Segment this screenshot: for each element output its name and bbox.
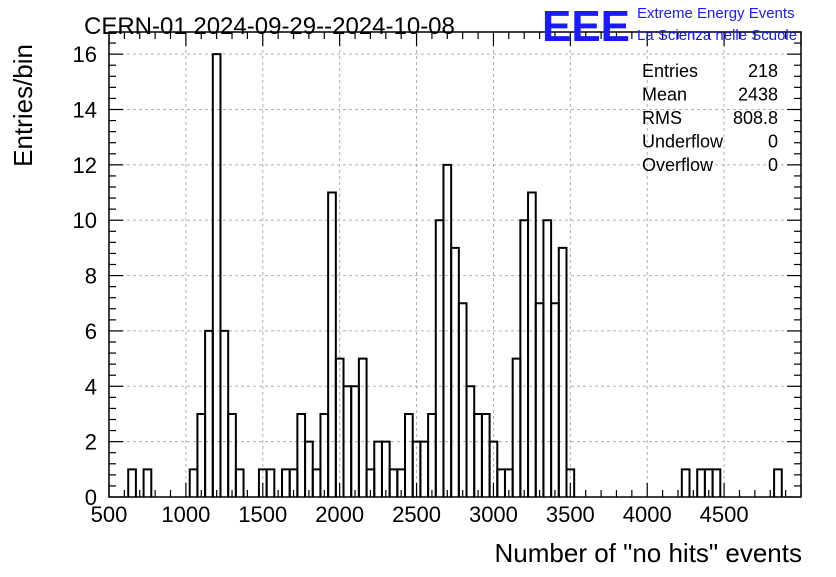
histogram-bin (534, 302, 545, 497)
histogram-bin (127, 468, 137, 497)
histogram-bin (557, 246, 568, 497)
histogram-bin (773, 468, 783, 497)
histogram-bin (227, 412, 237, 497)
histogram-bin (550, 302, 560, 497)
y-tick-label: 10 (73, 208, 97, 233)
histogram-bin (419, 440, 430, 497)
eee-logo-letters: EEE (542, 2, 630, 51)
histogram-bin (542, 219, 553, 497)
histogram-bin (404, 412, 414, 497)
histogram-bin (680, 468, 691, 497)
stats-label: RMS (642, 108, 682, 128)
histogram-bin (450, 246, 460, 497)
x-tick-label: 4000 (623, 502, 672, 527)
stats-value: 0 (768, 132, 778, 152)
y-tick-label: 6 (85, 319, 97, 344)
y-tick-label: 8 (85, 264, 97, 289)
y-axis-label: Entries/bin (8, 44, 38, 167)
histogram-bin (281, 468, 291, 497)
y-tick-label: 16 (73, 42, 97, 67)
histogram-bin (519, 219, 530, 497)
y-tick-label: 12 (73, 153, 97, 178)
histogram-bin (296, 412, 307, 497)
x-tick-label: 2000 (315, 502, 364, 527)
histogram-bin (711, 468, 722, 497)
x-tick-label: 3500 (546, 502, 595, 527)
histogram-bin (373, 440, 383, 497)
histogram-bin (473, 412, 483, 497)
logo-line-1: Extreme Energy Events (637, 5, 795, 22)
histogram-bin (388, 468, 399, 497)
stats-value: 218 (748, 61, 778, 81)
histogram-bin (696, 468, 706, 497)
histogram-bin (380, 440, 391, 497)
histogram-bin (496, 468, 506, 497)
histogram-bin (188, 468, 199, 497)
histogram-bin (457, 302, 468, 497)
stats-value: 2438 (738, 85, 778, 105)
histogram-bin (265, 468, 276, 497)
stats-label: Overflow (642, 155, 714, 175)
histogram-bin (219, 329, 230, 497)
stats-label: Entries (642, 61, 698, 81)
histogram-bin (357, 357, 368, 497)
x-tick-label: 500 (91, 502, 128, 527)
histogram-bin (319, 412, 330, 497)
histogram-bin (196, 412, 207, 497)
stats-label: Mean (642, 85, 687, 105)
histogram-bin (427, 412, 437, 497)
histogram-bin (434, 219, 445, 497)
y-tick-label: 4 (85, 374, 97, 399)
histogram-bin (565, 468, 576, 497)
histogram-bin (304, 440, 314, 497)
histogram-bin (204, 329, 214, 497)
x-tick-label: 1000 (161, 502, 210, 527)
grid-lines (109, 32, 801, 497)
histogram-bin (142, 468, 153, 497)
y-tick-label: 2 (85, 430, 97, 455)
histogram-series (127, 53, 783, 497)
histogram-bin (234, 468, 245, 497)
histogram-bin (480, 412, 491, 497)
chart-title: CERN-01 2024-09-29--2024-10-08 (84, 13, 455, 40)
y-tick-label: 0 (85, 485, 97, 510)
stats-value: 0 (768, 155, 778, 175)
stats-label: Underflow (642, 132, 724, 152)
histogram-bin (511, 357, 522, 497)
x-axis-label: Number of "no hits" events (495, 538, 803, 568)
histogram-bin (311, 468, 322, 497)
eee-logo: EEE Extreme Energy Events La Scienza nel… (542, 2, 797, 51)
axes (108, 31, 802, 498)
stats-box: Entries 218 Mean 2438 RMS 808.8 Underflow 0 Over… (642, 61, 778, 175)
x-tick-label: 3000 (469, 502, 518, 527)
x-tick-label: 1500 (238, 502, 287, 527)
x-tick-label: 2500 (392, 502, 441, 527)
x-tick-label: 4500 (700, 502, 749, 527)
tick-labels: 500 1000 1500 2000 2500 3000 3500 4000 4500 0 2 4 6 8… (73, 42, 749, 527)
logo-line-2: La Scienza nelle Scuole (637, 27, 797, 44)
histogram-bin (527, 191, 537, 497)
histogram-bin (211, 53, 222, 497)
histogram-bin (327, 191, 337, 497)
y-tick-label: 14 (73, 98, 97, 123)
stats-value: 808.8 (733, 108, 778, 128)
